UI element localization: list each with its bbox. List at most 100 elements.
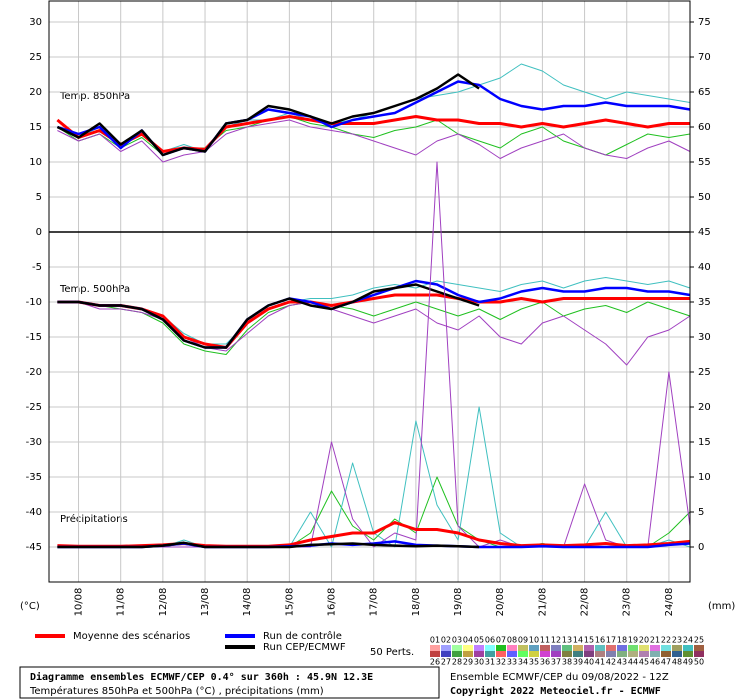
y2-tick-label: 60	[698, 122, 711, 133]
member-swatch	[573, 645, 583, 651]
y2-tick-label: 75	[698, 17, 711, 28]
series-line	[57, 283, 480, 349]
member-swatch	[584, 645, 594, 651]
x-tick-label: 18/08	[411, 588, 422, 617]
member-label: 37	[551, 658, 561, 667]
x-tick-label: 17/08	[369, 588, 380, 617]
legend-label: Run de contrôle	[263, 630, 342, 642]
y-tick-label: -20	[26, 367, 42, 378]
plot-frame	[48, 0, 691, 583]
y-tick-label: 10	[29, 157, 42, 168]
series-line	[57, 301, 691, 355]
member-label: 17	[606, 636, 616, 645]
member-swatch	[430, 651, 440, 657]
member-swatch	[595, 645, 605, 651]
member-label: 27	[441, 658, 451, 667]
x-tick-label: 22/08	[580, 588, 591, 617]
member-label: 15	[584, 636, 594, 645]
member-label: 21	[650, 636, 660, 645]
member-label: 30	[474, 658, 484, 667]
member-swatch	[584, 651, 594, 657]
member-label: 25	[694, 636, 704, 645]
member-swatch	[617, 645, 627, 651]
member-swatch	[540, 645, 550, 651]
member-label: 29	[463, 658, 473, 667]
member-swatch	[694, 651, 704, 657]
y2-tick-label: 40	[698, 262, 711, 273]
member-label: 06	[485, 636, 495, 645]
series-line	[56, 115, 690, 153]
legend-label: Run CEP/ECMWF	[263, 642, 346, 653]
x-tick-label: 20/08	[495, 588, 506, 617]
member-label: 09	[518, 636, 528, 645]
member-label: 24	[683, 636, 693, 645]
y2-tick-label: 35	[698, 297, 711, 308]
legend-label: Moyenne des scénarios	[73, 630, 190, 642]
y2-tick-label: 45	[698, 227, 711, 238]
member-swatch	[562, 651, 572, 657]
member-swatch	[518, 651, 528, 657]
member-swatch	[694, 645, 704, 651]
member-swatch	[485, 651, 495, 657]
member-swatch	[639, 645, 649, 651]
member-swatch	[573, 651, 583, 657]
member-label: 32	[496, 658, 506, 667]
member-swatch	[463, 645, 473, 651]
member-label: 05	[474, 636, 484, 645]
y-tick-label: -5	[32, 262, 42, 273]
member-label: 20	[639, 636, 649, 645]
y2-tick-label: 20	[698, 402, 711, 413]
y-tick-label: -45	[26, 542, 42, 553]
member-swatch	[518, 645, 528, 651]
member-label: 36	[540, 658, 550, 667]
series-line	[57, 161, 691, 548]
y-tick-label: 30	[29, 17, 42, 28]
members-label: 50 Perts.	[370, 647, 414, 658]
member-label: 39	[573, 658, 583, 667]
member-swatch	[529, 651, 539, 657]
member-label: 11	[540, 636, 550, 645]
member-swatch	[683, 645, 693, 651]
member-swatch	[496, 651, 506, 657]
member-label: 23	[672, 636, 682, 645]
y-tick-label: -30	[26, 437, 42, 448]
member-label: 01	[430, 636, 440, 645]
member-swatch	[683, 651, 693, 657]
member-swatch	[551, 645, 561, 651]
member-swatch	[540, 651, 550, 657]
member-swatch	[452, 645, 462, 651]
y2-tick-label: 10	[698, 472, 711, 483]
y2-tick-label: 0	[698, 542, 704, 553]
member-label: 33	[507, 658, 517, 667]
y-tick-label: -15	[26, 332, 42, 343]
x-tick-label: 24/08	[664, 588, 675, 617]
x-tick-label: 23/08	[622, 588, 633, 617]
y-tick-label: -10	[26, 297, 42, 308]
member-label: 49	[683, 658, 693, 667]
member-swatch	[529, 645, 539, 651]
member-swatch	[606, 651, 616, 657]
member-swatch	[661, 651, 671, 657]
member-label: 16	[595, 636, 605, 645]
member-label: 26	[430, 658, 440, 667]
y-tick-label: -40	[26, 507, 42, 518]
member-swatch	[507, 651, 517, 657]
member-label: 35	[529, 658, 539, 667]
member-label: 46	[650, 658, 660, 667]
member-label: 14	[573, 636, 583, 645]
y-tick-label: -35	[26, 472, 42, 483]
y-unit: (°C)	[20, 601, 40, 612]
member-swatch	[441, 645, 451, 651]
member-label: 45	[639, 658, 649, 667]
y2-tick-label: 25	[698, 367, 711, 378]
member-swatch	[606, 645, 616, 651]
panel-label: Précipitations	[60, 513, 128, 525]
y2-tick-label: 55	[698, 157, 711, 168]
panel-label: Temp. 850hPa	[59, 91, 130, 102]
x-tick-label: 13/08	[200, 588, 211, 617]
y-tick-label: 5	[36, 192, 42, 203]
x-tick-label: 12/08	[158, 588, 169, 617]
member-label: 38	[562, 658, 572, 667]
member-swatch	[650, 645, 660, 651]
